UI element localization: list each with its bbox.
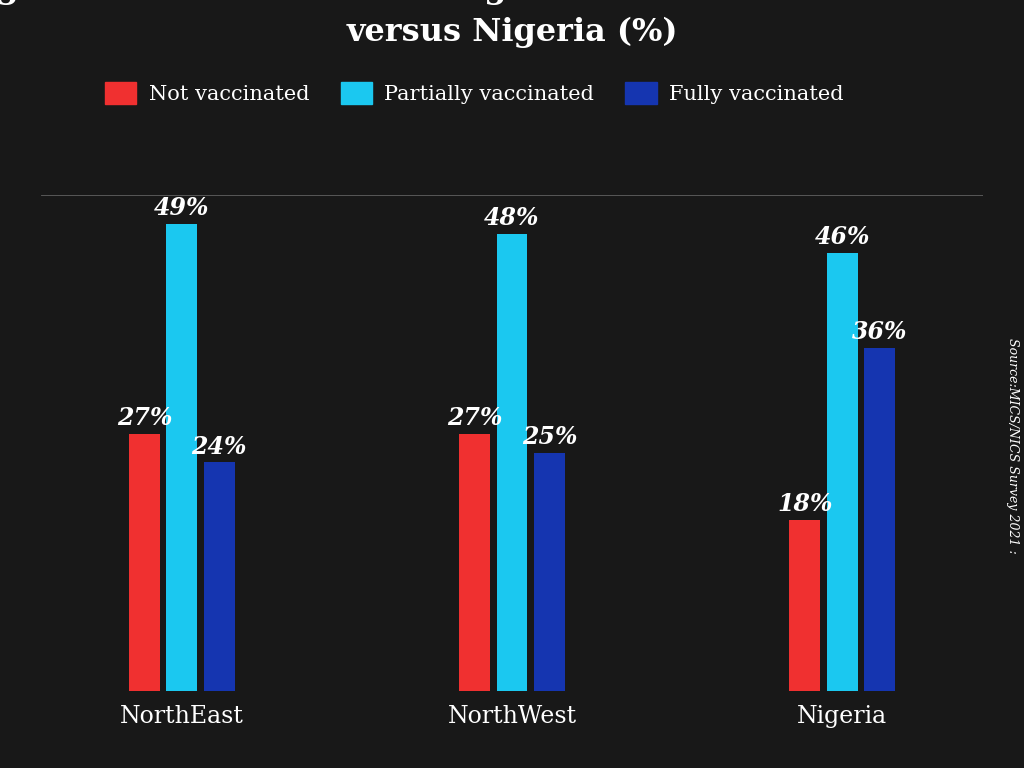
Text: Source:MICS/NICS Survey 2021 :: Source:MICS/NICS Survey 2021 :: [1006, 338, 1019, 553]
Bar: [204, 462, 234, 691]
Title: Percentage of  immunization coverage across the Northeast and Northwest
versus N: Percentage of immunization coverage acro…: [0, 0, 1024, 48]
Bar: [167, 224, 198, 691]
Bar: [790, 520, 820, 691]
Text: 27%: 27%: [117, 406, 172, 430]
Text: 24%: 24%: [191, 435, 247, 458]
Bar: [497, 233, 527, 691]
Legend: Not vaccinated, Partially vaccinated, Fully vaccinated: Not vaccinated, Partially vaccinated, Fu…: [96, 74, 852, 112]
Bar: [534, 453, 565, 691]
Text: 48%: 48%: [484, 206, 540, 230]
Text: 27%: 27%: [446, 406, 503, 430]
Bar: [459, 434, 490, 691]
Text: 18%: 18%: [777, 492, 833, 516]
Bar: [864, 348, 895, 691]
Bar: [826, 253, 857, 691]
Text: 49%: 49%: [154, 197, 210, 220]
Bar: [129, 434, 160, 691]
Text: 25%: 25%: [521, 425, 578, 449]
Text: 46%: 46%: [814, 225, 870, 249]
Text: 36%: 36%: [852, 320, 907, 344]
